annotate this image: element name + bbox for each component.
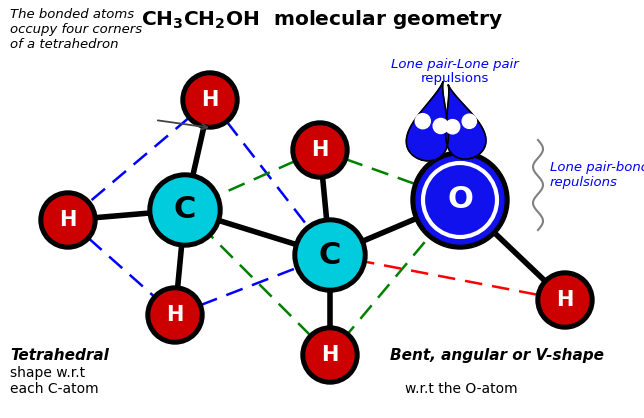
Text: shape w.r.t: shape w.r.t: [10, 366, 85, 380]
Text: C: C: [174, 196, 196, 224]
Circle shape: [186, 76, 234, 124]
Text: each C-atom: each C-atom: [10, 382, 99, 396]
Text: Lone pair-bond pair
repulsions: Lone pair-bond pair repulsions: [550, 161, 644, 189]
Circle shape: [541, 276, 589, 324]
Text: Tetrahedral: Tetrahedral: [10, 348, 109, 363]
Text: H: H: [321, 345, 339, 365]
Circle shape: [462, 114, 477, 128]
Circle shape: [146, 286, 204, 344]
Polygon shape: [446, 85, 486, 159]
Text: The bonded atoms
occupy four corners
of a tetrahedron: The bonded atoms occupy four corners of …: [10, 8, 142, 51]
Circle shape: [44, 196, 92, 244]
Text: $\mathbf{CH_3CH_2OH}$  molecular geometry: $\mathbf{CH_3CH_2OH}$ molecular geometry: [141, 8, 503, 31]
Text: Lone pair-Lone pair: Lone pair-Lone pair: [391, 58, 519, 71]
Circle shape: [151, 291, 199, 339]
Polygon shape: [406, 82, 448, 161]
Circle shape: [298, 223, 362, 287]
Circle shape: [39, 191, 97, 249]
Text: repulsions: repulsions: [421, 72, 489, 85]
Circle shape: [181, 71, 239, 129]
Circle shape: [416, 156, 504, 244]
Circle shape: [148, 173, 222, 247]
Circle shape: [293, 218, 367, 292]
Circle shape: [411, 151, 509, 249]
Text: H: H: [166, 305, 184, 325]
Text: H: H: [311, 140, 328, 160]
Circle shape: [153, 178, 217, 242]
Circle shape: [291, 121, 349, 179]
Circle shape: [415, 114, 430, 129]
Circle shape: [433, 118, 448, 133]
Circle shape: [301, 326, 359, 384]
Text: Bent, angular or V-shape: Bent, angular or V-shape: [390, 348, 604, 363]
Text: C: C: [319, 240, 341, 270]
Circle shape: [306, 331, 354, 379]
Text: H: H: [59, 210, 77, 230]
Circle shape: [446, 120, 460, 134]
Text: O: O: [447, 186, 473, 214]
Text: w.r.t the O-atom: w.r.t the O-atom: [405, 382, 518, 396]
Text: H: H: [202, 90, 219, 110]
Circle shape: [536, 271, 594, 329]
Circle shape: [296, 126, 344, 174]
Text: H: H: [556, 290, 574, 310]
